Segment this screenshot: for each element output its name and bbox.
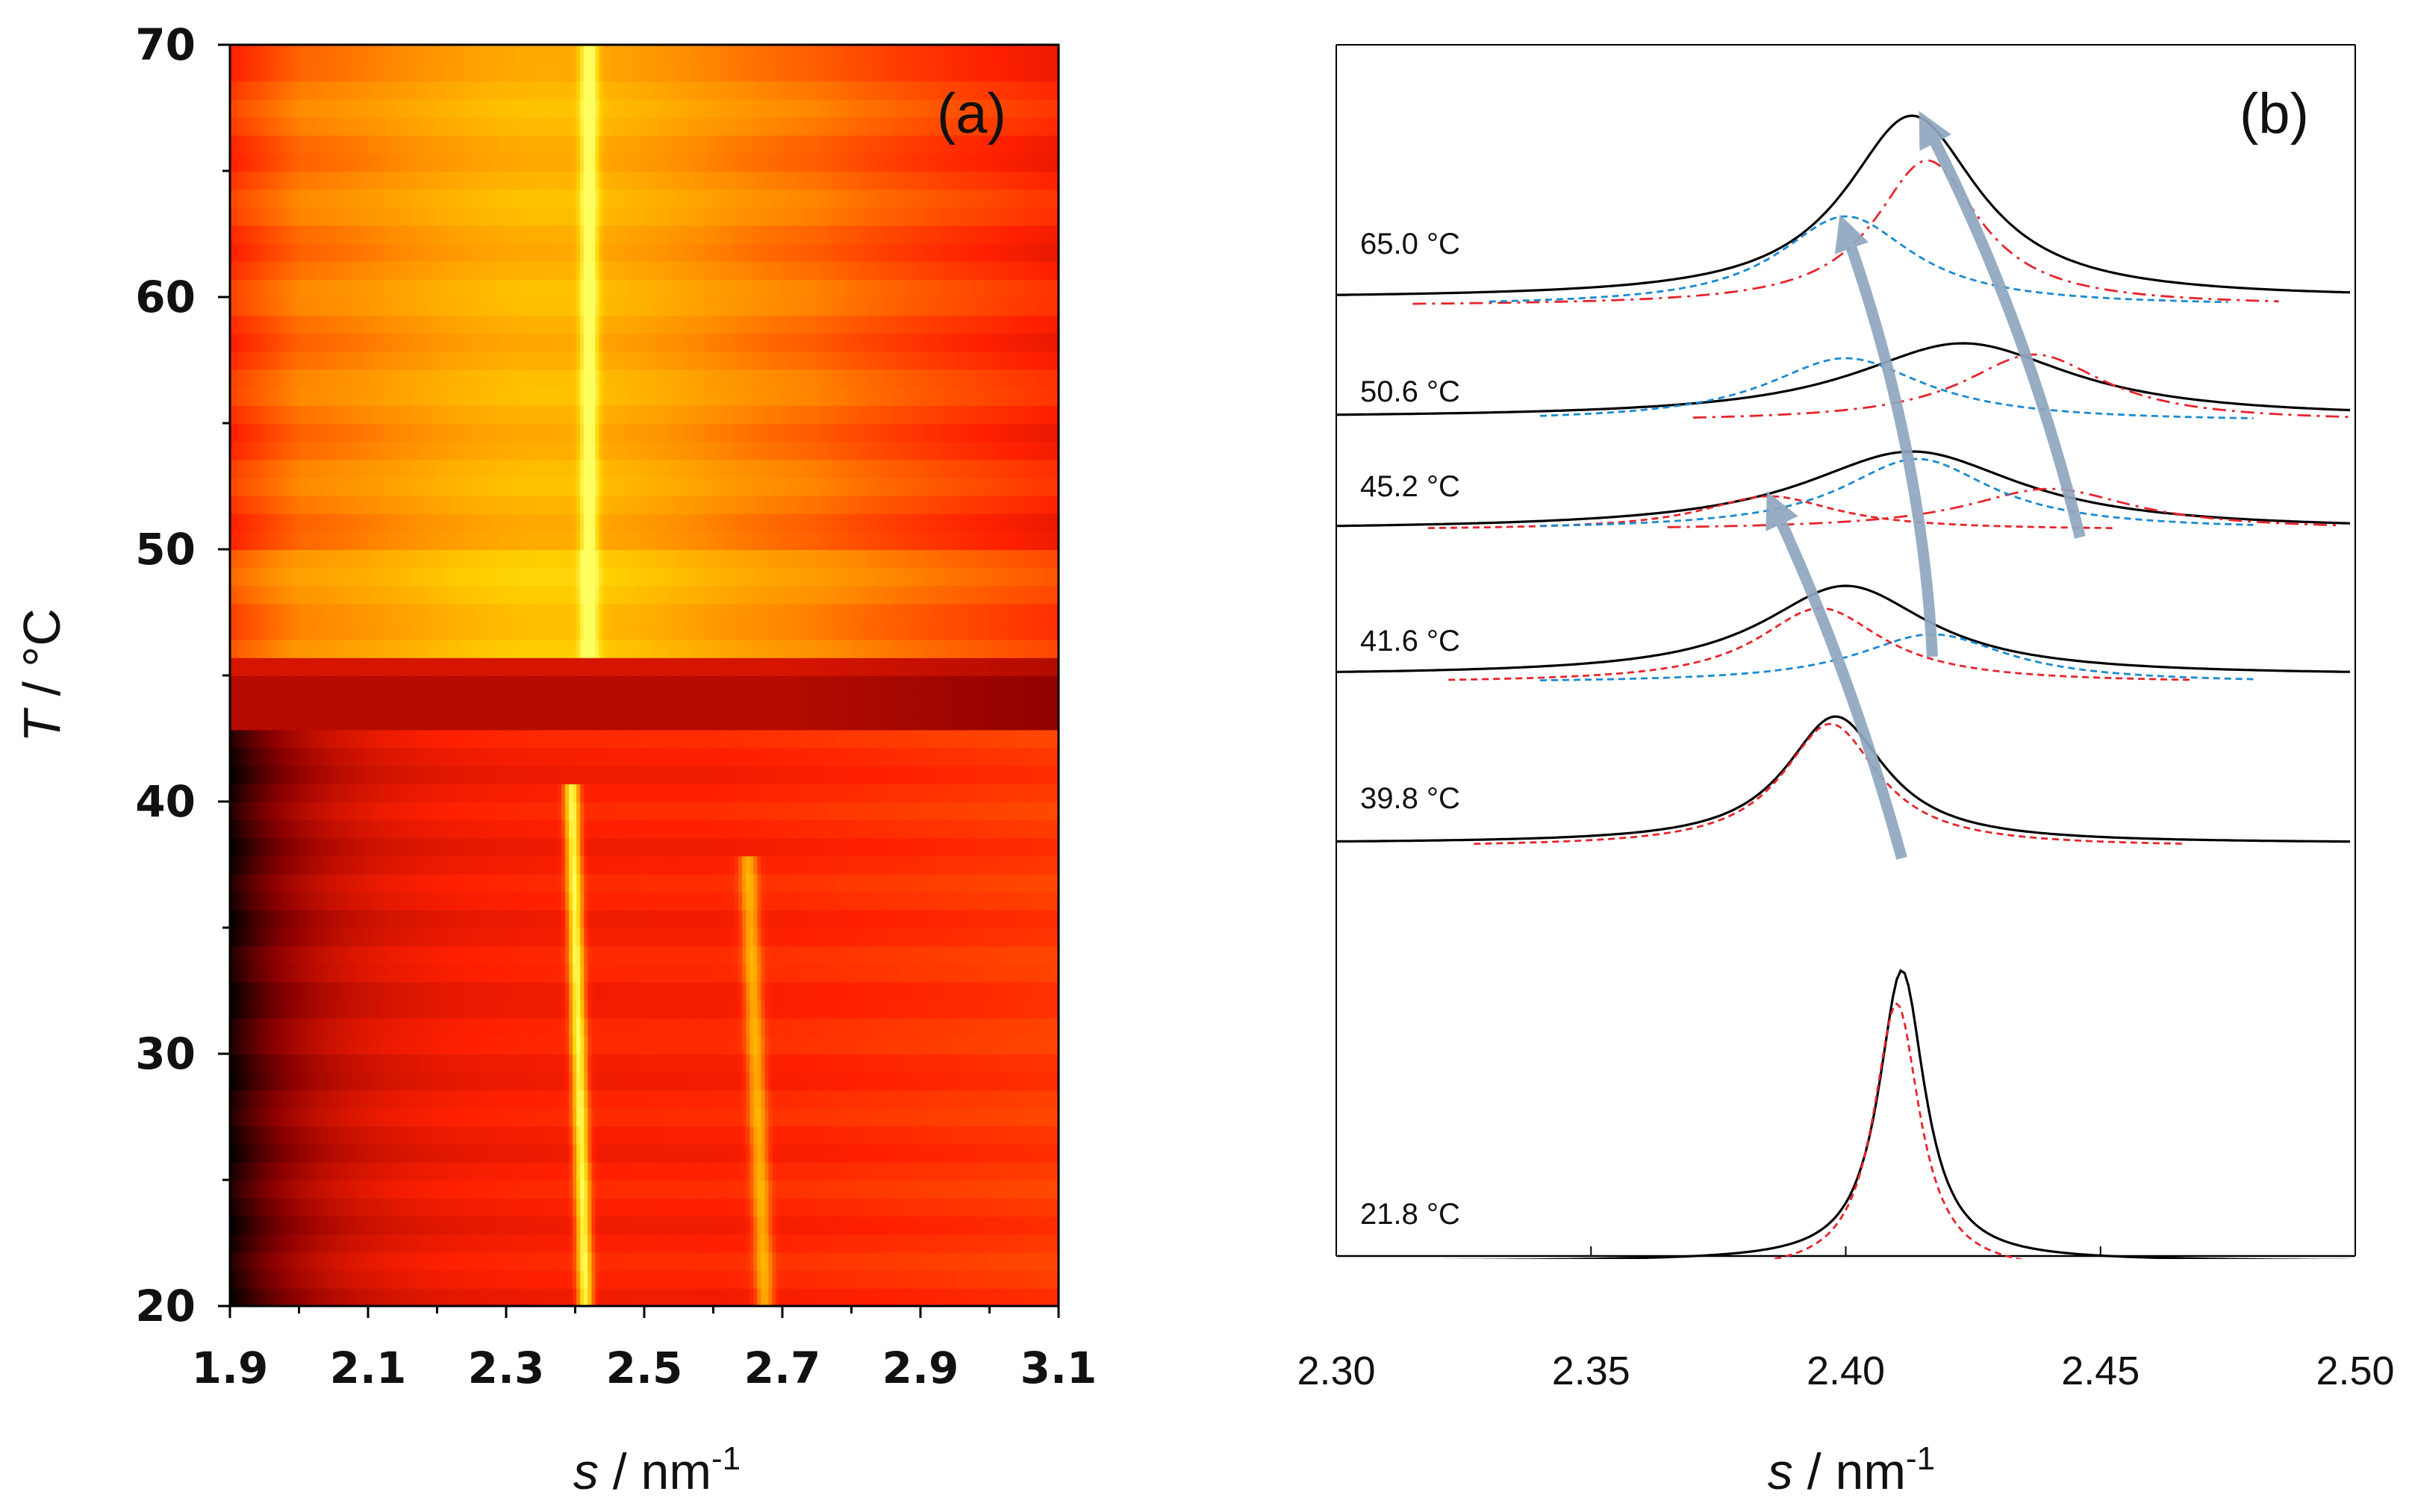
measured-profile <box>1336 450 2350 528</box>
panel-b-curves <box>1336 114 2350 1259</box>
panel-b-x-tick-label: 2.35 <box>1552 1349 1630 1393</box>
panel-b-temperature-labels: 21.8 °C 39.8 °C 41.6 °C 45.2 °C 50.6 °C 65.0 … <box>1360 228 1460 1231</box>
panel-a-x-tick-label: 2.5 <box>606 1343 683 1393</box>
panel-b-x-tick-label: 2.45 <box>2061 1349 2140 1393</box>
panel-a: 1.9 2.1 2.3 2.5 2.7 2.9 3.1 20 30 40 50 60 70 (a) s … <box>13 19 1097 1500</box>
panel-a-x-tick-label: 2.7 <box>744 1343 821 1393</box>
panel-b-xlabel: s / nm-1 <box>1768 1440 1935 1500</box>
panel-b-x-tick-label: 2.40 <box>1807 1349 1885 1393</box>
measured-profile <box>1336 715 2350 843</box>
panel-b-label: (b) <box>2240 82 2309 146</box>
panel-a-ticks: 1.9 2.1 2.3 2.5 2.7 2.9 3.1 20 30 40 50 60 70 <box>135 19 1097 1393</box>
measured-profile <box>1336 342 2350 416</box>
red-fit-component <box>1412 159 2279 305</box>
panel-a-xlabel: s / nm-1 <box>573 1440 741 1500</box>
trend-arrow <box>1834 214 1939 657</box>
panel-a-y-tick-label: 50 <box>135 524 196 575</box>
panel-a-ylabel: T / °C <box>13 608 71 743</box>
panel-a-y-tick-label: 30 <box>135 1028 196 1079</box>
blue-fit-component <box>1489 215 2228 304</box>
panel-a-y-tick-label: 60 <box>135 272 196 322</box>
temperature-label: 45.2 °C <box>1360 470 1460 503</box>
panel-a-label: (a) <box>937 82 1006 146</box>
trend-arrow <box>1919 110 2086 539</box>
red-fit-component <box>1768 1002 2025 1259</box>
panel-b-arrows <box>1766 110 2086 860</box>
panel-a-x-tick-label: 3.1 <box>1020 1343 1097 1393</box>
temperature-label: 21.8 °C <box>1360 1198 1460 1231</box>
temperature-label: 50.6 °C <box>1360 375 1460 408</box>
blue-fit-component <box>1539 357 2254 419</box>
panel-b: 2.30 2.35 2.40 2.45 2.50 21.8 °C 39.8 °C 41.6 … <box>1297 44 2395 1500</box>
panel-b-x-tick-label: 2.30 <box>1297 1349 1375 1393</box>
measured-profile <box>1426 969 2350 1259</box>
heatmap-image <box>230 45 1059 1307</box>
panel-a-y-tick-label: 70 <box>135 19 196 70</box>
panel-b-ticks: 2.30 2.35 2.40 2.45 2.50 <box>1297 1246 2395 1393</box>
blue-fit-component <box>1539 457 2254 528</box>
temperature-label: 41.6 °C <box>1360 625 1460 657</box>
panel-a-x-tick-label: 2.9 <box>882 1343 959 1393</box>
panel-b-x-tick-label: 2.50 <box>2316 1349 2394 1393</box>
temperature-label: 39.8 °C <box>1360 782 1460 815</box>
panel-a-y-tick-label: 20 <box>135 1281 196 1331</box>
measured-profile <box>1336 584 2350 673</box>
trend-arrow <box>1766 491 1907 860</box>
red-fit-component <box>1474 722 2182 846</box>
temperature-label: 65.0 °C <box>1360 228 1460 260</box>
measured-profile <box>1336 114 2350 296</box>
panel-a-x-tick-label: 1.9 <box>192 1343 269 1393</box>
panel-a-x-tick-label: 2.1 <box>330 1343 407 1393</box>
panel-a-y-tick-label: 40 <box>135 776 196 827</box>
blue-fit-component <box>1540 633 2254 681</box>
panel-a-x-tick-label: 2.3 <box>468 1343 545 1393</box>
